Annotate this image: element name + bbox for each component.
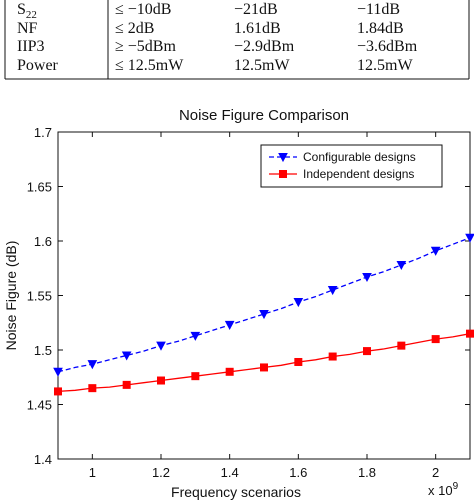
legend-label: Independent designs [303,167,414,181]
data-point-square [431,335,440,344]
x-tick-label: 1.2 [152,465,170,480]
data-point-square [466,329,474,338]
table-param-cell: S22 [17,1,37,21]
table-param-text: IIP3 [17,38,45,55]
legend: Configurable designs Independent designs [260,144,443,188]
data-point-triangle [259,310,269,320]
data-point-triangle [121,351,132,361]
table-cell-independent: 12.5mW [357,57,413,74]
table-cell-independent: 1.84dB [357,20,404,37]
data-point-triangle [190,331,201,341]
data-point-square [328,352,337,361]
y-tick-label: 1.7 [34,125,52,140]
y-tick-label: 1.6 [34,234,52,249]
chart-svg: Noise Figure Comparison 1 1.2 1.4 1.6 1.8 2 1.… [3,107,474,500]
y-tick-label: 1.45 [27,398,52,413]
data-point-square [88,384,97,393]
table-param-cell: IIP3 [17,38,45,55]
series-independent [54,329,474,396]
table-cell-requirement: ≥ −5dBm [115,38,176,55]
table-cell-requirement: ≤ 12.5mW [115,57,184,74]
table-cell-configurable: −21dB [234,1,278,18]
table-param-cell: Power [17,57,59,74]
table-cell-configurable: −2.9dBm [234,38,295,55]
data-point-triangle [327,286,338,296]
data-point-triangle [293,298,304,308]
table-param-subscript: 22 [26,9,37,21]
x-tick-label: 2 [432,465,439,480]
table-cell-requirement: ≤ 2dB [115,20,154,37]
data-point-square [225,367,234,376]
table-param-text: Power [17,57,59,74]
x-tick-label: 1.6 [289,465,307,480]
legend-box [260,144,443,188]
y-axis-label: Noise Figure (dB) [3,241,19,351]
data-point-square [260,363,268,372]
axis-ticks: 1 1.2 1.4 1.6 1.8 2 1.4 1.45 1.5 1.55 1.6 1.65 1.7 [27,125,470,480]
x-tick-label: 1.4 [221,465,239,480]
y-tick-label: 1.65 [27,180,52,195]
table-cell-independent: −11dB [357,1,400,18]
table-cell-configurable: 12.5mW [234,57,290,74]
legend-label: Configurable designs [303,150,416,164]
x-axis-multiplier-base: x 10 [428,483,453,498]
data-point-square [279,170,287,178]
table-rows: S22 ≤ −10dB −21dB −11dB NF ≤ 2dB 1.61dB 1.84dB I… [17,1,418,74]
data-point-square [363,347,371,356]
x-tick-label: 1 [89,465,96,480]
x-tick-label: 1.8 [358,465,376,480]
spec-table: S22 ≤ −10dB −21dB −11dB NF ≤ 2dB 1.61dB 1.84dB I… [0,0,474,80]
table-cell-requirement: ≤ −10dB [115,1,171,18]
y-tick-label: 1.5 [34,343,52,358]
table-param-text: S [17,1,26,18]
table-param-text: NF [17,20,38,37]
data-point-triangle [465,233,474,243]
series-configurable [53,233,474,377]
data-point-triangle [156,341,166,351]
data-point-square [397,341,406,350]
data-point-square [294,357,303,366]
y-tick-label: 1.55 [27,289,52,304]
data-point-square [122,380,131,389]
data-point-square [191,372,200,381]
data-point-triangle [430,246,441,256]
table-cell-independent: −3.6dBm [357,38,418,55]
spec-table-svg: S22 ≤ −10dB −21dB −11dB NF ≤ 2dB 1.61dB 1.84dB I… [4,0,470,80]
data-point-triangle [224,320,235,330]
table-param-cell: NF [17,20,38,37]
table-cell-configurable: 1.61dB [234,20,281,37]
data-point-square [54,387,62,396]
data-point-triangle [53,367,63,377]
y-tick-label: 1.4 [34,452,52,467]
noise-figure-chart: Noise Figure Comparison 1 1.2 1.4 1.6 1.8 2 1.… [0,98,474,501]
data-point-square [157,376,165,385]
chart-title: Noise Figure Comparison [179,107,349,124]
data-point-triangle [396,260,407,271]
data-point-triangle [278,153,288,163]
series-layer [53,233,474,396]
x-axis-multiplier-exponent: 9 [453,481,459,492]
x-axis-multiplier: x 109 [428,481,459,498]
data-point-triangle [87,360,98,370]
x-axis-label: Frequency scenarios [171,484,301,500]
data-point-triangle [362,272,372,283]
